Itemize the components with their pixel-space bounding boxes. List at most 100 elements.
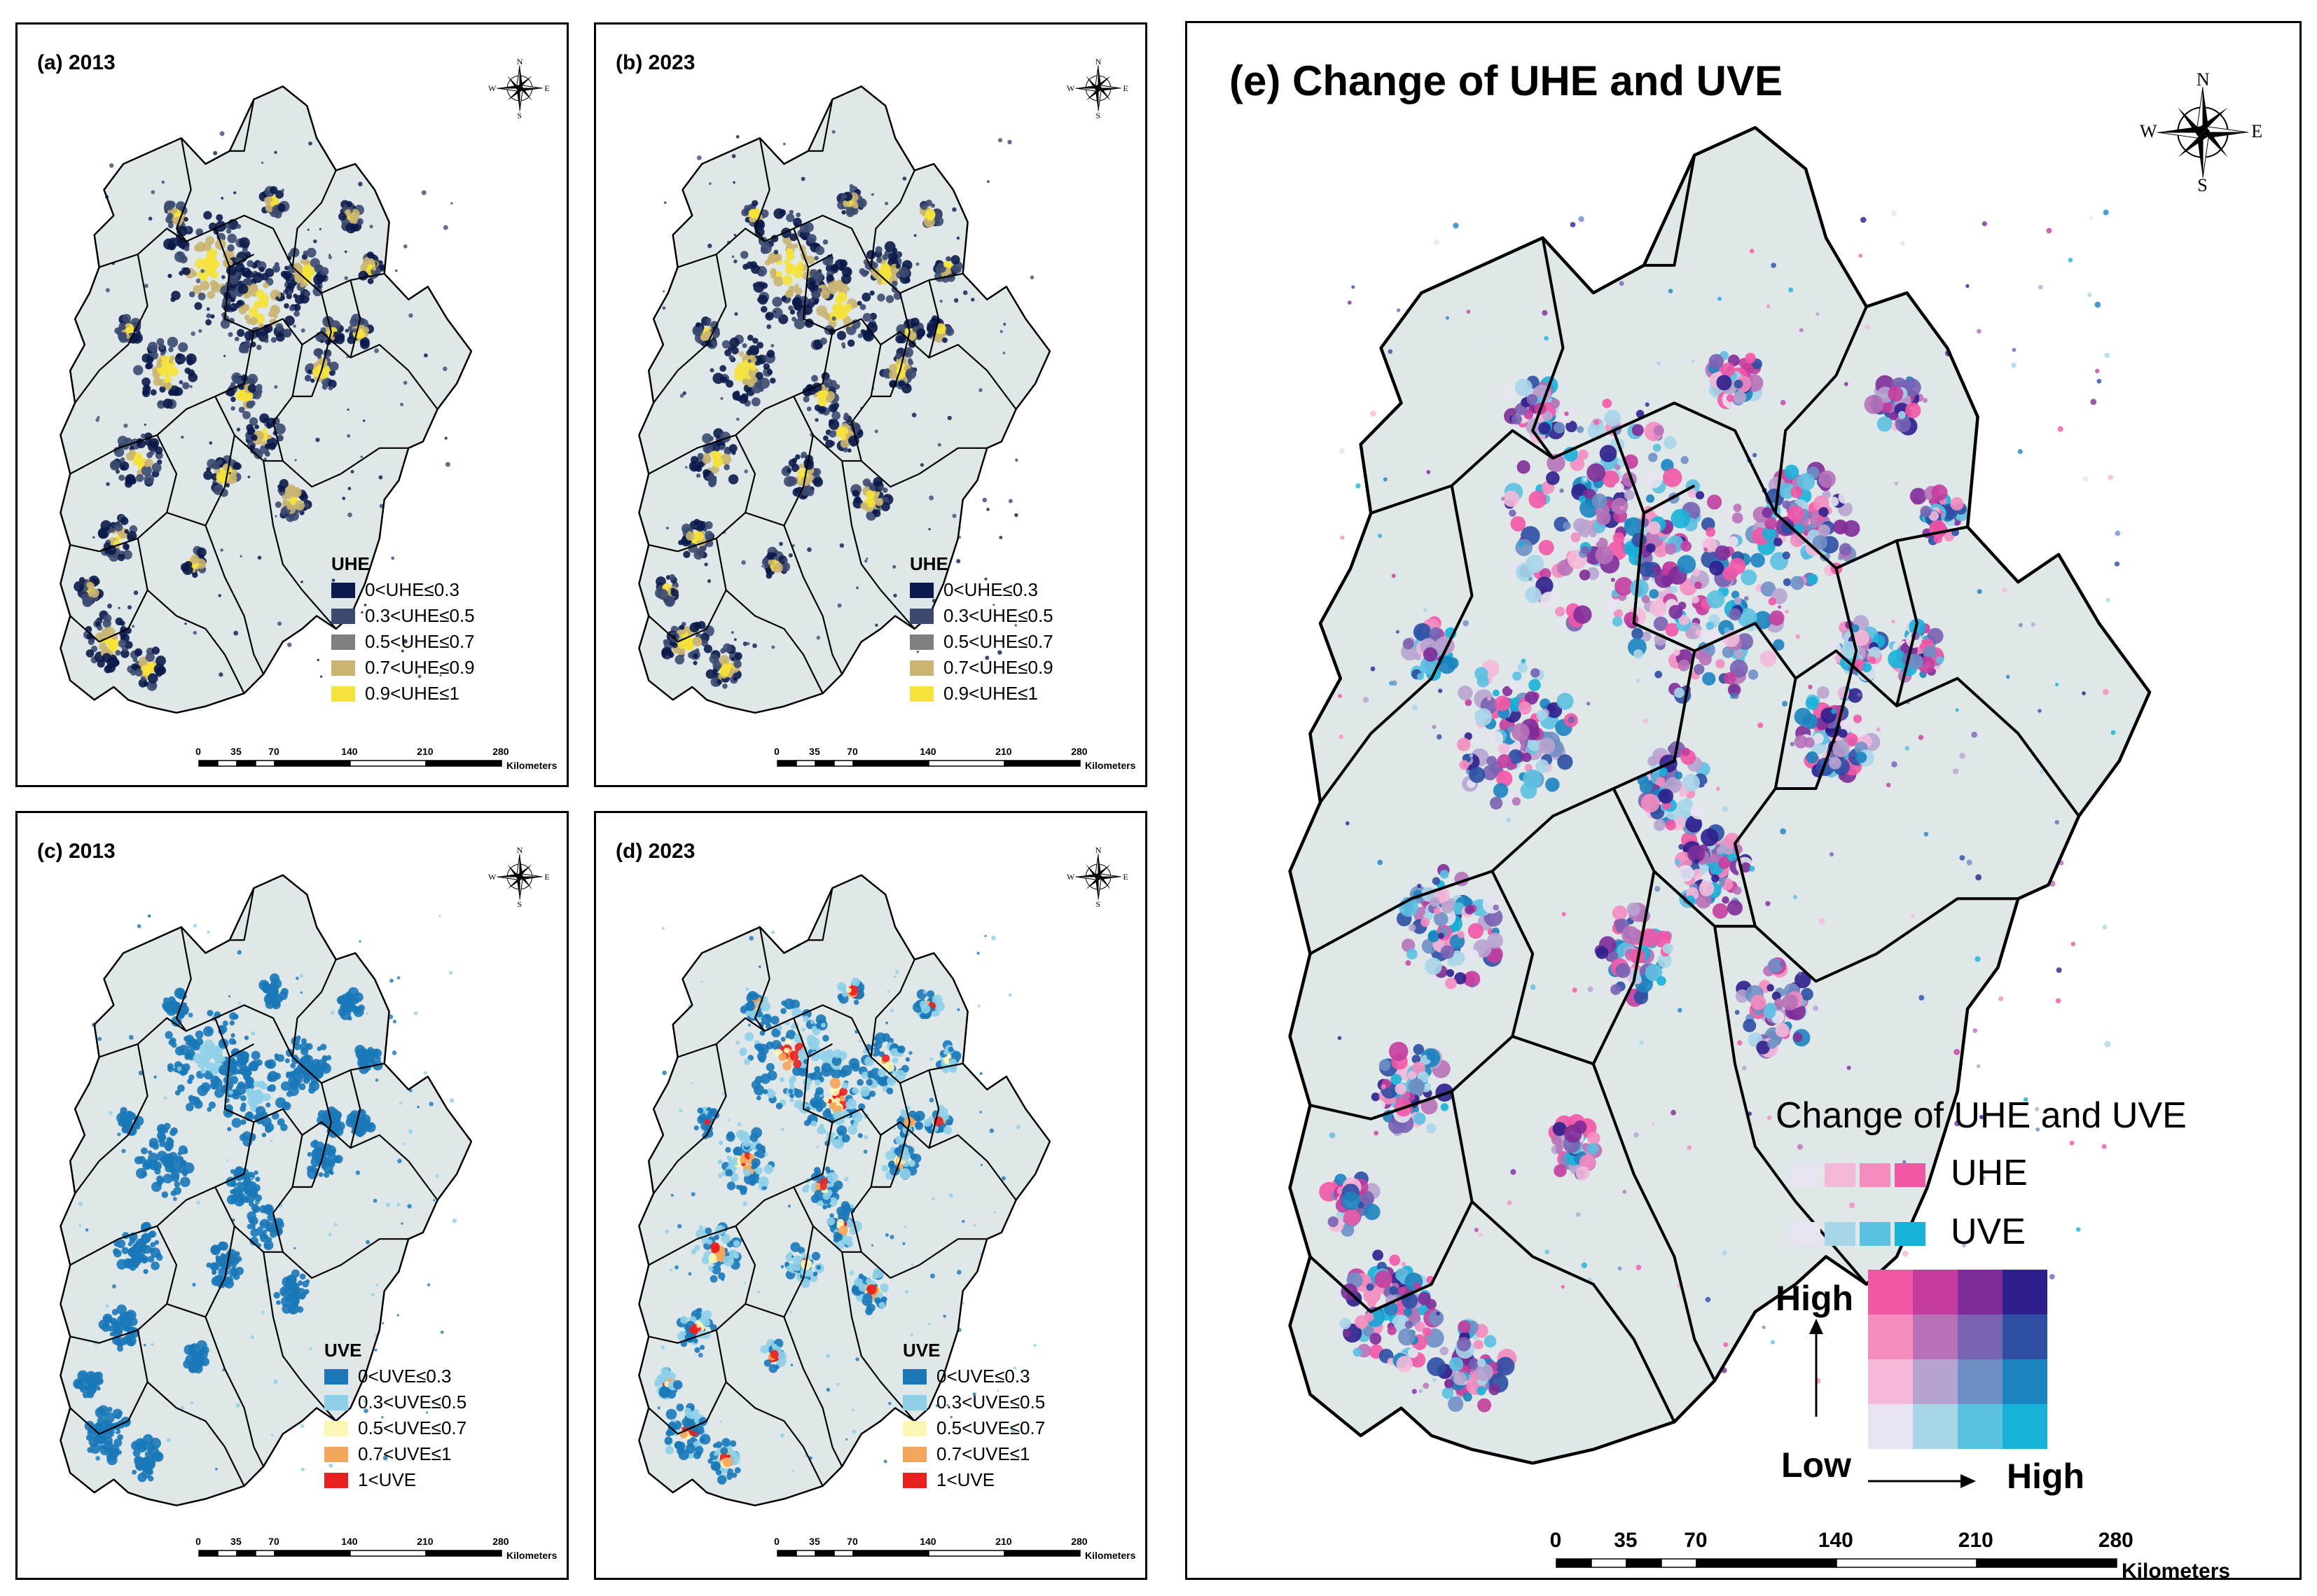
urban-patch <box>729 1440 737 1447</box>
urban-patch <box>702 433 712 444</box>
scale-segment <box>928 1550 1005 1557</box>
urban-patch <box>228 1038 236 1045</box>
urban-patch <box>696 322 701 328</box>
urban-patch <box>782 142 786 146</box>
region-land <box>1289 127 2150 1464</box>
urban-patch <box>670 1193 674 1197</box>
urban-patch <box>861 1071 869 1079</box>
urban-patch <box>775 1102 783 1110</box>
urban-patch <box>134 668 143 677</box>
urban-patch <box>106 662 116 673</box>
urban-patch <box>874 1297 881 1304</box>
urban-patch <box>139 1245 144 1250</box>
urban-patch <box>898 380 905 387</box>
urban-patch <box>299 1273 306 1280</box>
urban-patch <box>249 1237 258 1246</box>
urban-patch <box>247 476 251 478</box>
urban-patch <box>869 312 877 320</box>
urban-patch <box>328 255 333 260</box>
urban-patch <box>857 300 862 306</box>
urban-patch <box>358 181 363 187</box>
urban-patch <box>743 1282 746 1284</box>
urban-patch <box>857 1133 863 1138</box>
urban-patch <box>756 1290 760 1294</box>
urban-patch <box>693 653 698 659</box>
urban-patch <box>716 1261 721 1267</box>
urban-patch <box>733 181 735 184</box>
urban-patch <box>364 1408 368 1413</box>
urban-patch <box>786 213 795 223</box>
urban-patch <box>930 203 935 208</box>
urban-patch <box>95 1423 104 1431</box>
urban-patch <box>670 588 676 592</box>
scale-unit: Kilometers <box>1085 760 1136 771</box>
urban-patch <box>227 1127 232 1132</box>
scale-segment <box>815 1550 835 1557</box>
urban-patch <box>928 331 934 338</box>
legend-label: 0.5<UVE≤0.7 <box>936 1417 1046 1438</box>
urban-patch <box>190 555 200 564</box>
urban-patch <box>993 1211 997 1214</box>
urban-patch <box>315 437 320 443</box>
urban-patch <box>927 990 935 999</box>
urban-patch <box>1563 415 1572 424</box>
urban-patch <box>205 1062 215 1071</box>
urban-patch <box>784 1261 789 1267</box>
urban-patch <box>742 1201 747 1206</box>
urban-patch <box>920 202 928 210</box>
scale-tick: 140 <box>920 1536 936 1547</box>
scale-segment <box>834 1550 854 1557</box>
urban-patch <box>248 307 258 317</box>
urban-patch <box>192 1282 196 1287</box>
urban-patch <box>681 523 691 534</box>
urban-patch <box>744 1058 751 1065</box>
urban-patch <box>826 1354 830 1359</box>
region-land <box>60 875 471 1506</box>
urban-patch <box>347 512 352 518</box>
urban-patch <box>742 343 747 348</box>
urban-patch <box>170 1037 177 1044</box>
urban-patch <box>1652 564 1661 574</box>
urban-patch <box>371 1293 375 1297</box>
urban-patch <box>392 1020 397 1024</box>
urban-patch <box>296 976 299 980</box>
urban-patch <box>746 349 752 356</box>
urban-patch <box>361 611 364 614</box>
legend-swatch <box>903 1368 927 1385</box>
urban-patch <box>889 370 898 380</box>
urban-patch <box>304 1289 310 1295</box>
urban-patch <box>336 1156 340 1158</box>
urban-patch <box>352 1006 361 1014</box>
urban-patch <box>755 1167 763 1174</box>
urban-patch <box>714 1234 720 1240</box>
urban-patch <box>248 1216 256 1224</box>
urban-patch <box>1673 648 1680 656</box>
urban-patch <box>148 1230 157 1238</box>
urban-patch <box>791 317 796 322</box>
urban-patch <box>782 1061 791 1071</box>
urban-patch <box>780 1265 784 1269</box>
legend-item: 0.7<UHE≤0.9 <box>331 657 475 679</box>
urban-patch <box>209 1262 219 1271</box>
scale-tick: 280 <box>492 1536 509 1547</box>
scale-tick: 210 <box>995 1536 1012 1547</box>
urban-patch <box>179 380 184 384</box>
urban-patch <box>240 1105 247 1112</box>
scale-segment <box>777 1550 797 1557</box>
urban-patch <box>736 417 740 421</box>
urban-patch <box>178 1157 184 1162</box>
urban-patch <box>929 1097 934 1103</box>
urban-patch <box>943 1057 949 1062</box>
urban-patch <box>236 1256 242 1262</box>
urban-patch <box>847 339 855 347</box>
urban-patch <box>821 1062 831 1073</box>
urban-patch <box>862 292 871 302</box>
urban-patch <box>168 347 174 352</box>
urban-patch <box>251 1092 263 1104</box>
urban-patch <box>121 1247 129 1254</box>
urban-patch <box>187 369 195 377</box>
urban-patch <box>181 436 184 439</box>
urban-patch <box>661 646 672 658</box>
urban-patch <box>218 1262 223 1268</box>
urban-patch <box>785 1034 790 1039</box>
